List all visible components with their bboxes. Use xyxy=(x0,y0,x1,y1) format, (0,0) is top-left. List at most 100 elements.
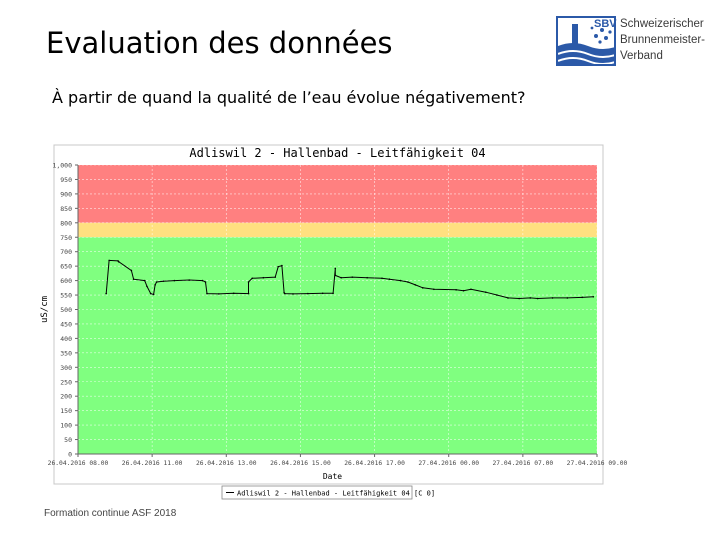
data-point xyxy=(277,265,279,268)
data-point xyxy=(399,279,402,282)
chart-title: Adliswil 2 - Hallenbad - Leitfähigkeit 0… xyxy=(189,146,485,160)
x-tick-label: 27.04.2016 09.00 xyxy=(567,460,628,467)
data-point xyxy=(507,297,509,299)
legend-box xyxy=(221,485,413,500)
y-axis-label: uS/cm xyxy=(40,296,50,323)
y-tick-label: 500 xyxy=(60,306,72,314)
y-tick-label: 400 xyxy=(60,335,72,343)
x-tick-label: 26.04.2016 13.00 xyxy=(196,460,257,467)
x-tick-label: 26.04.2016 08.00 xyxy=(48,460,109,467)
y-tick-label: 600 xyxy=(60,277,72,285)
x-axis-label: Date xyxy=(323,472,342,481)
y-tick-label: 550 xyxy=(60,292,72,300)
data-point xyxy=(332,292,334,295)
data-point xyxy=(334,267,337,270)
data-point xyxy=(117,261,120,263)
data-point xyxy=(518,297,520,300)
data-point xyxy=(470,288,472,291)
data-point xyxy=(143,279,146,282)
data-point xyxy=(284,292,286,295)
y-tick-label: 300 xyxy=(60,364,72,372)
data-point xyxy=(388,278,391,280)
data-point xyxy=(462,289,465,292)
data-point xyxy=(154,284,156,286)
data-point xyxy=(247,281,250,283)
data-point xyxy=(155,281,158,283)
y-tick-label: 950 xyxy=(60,176,72,184)
data-point xyxy=(108,259,110,262)
slide-subtitle: À partir de quand la qualité de l’eau év… xyxy=(52,88,526,107)
logo-line: Verband xyxy=(620,50,663,62)
data-point xyxy=(152,293,155,296)
y-tick-label: 1,000 xyxy=(52,162,72,170)
data-point xyxy=(173,279,176,282)
y-tick-label: 850 xyxy=(60,205,72,213)
data-point xyxy=(204,281,207,283)
y-tick-label: 100 xyxy=(60,422,72,430)
data-point xyxy=(307,292,309,295)
y-tick-label: 450 xyxy=(60,320,72,328)
data-point xyxy=(407,281,409,283)
data-point xyxy=(433,288,435,291)
data-point xyxy=(351,276,354,278)
data-point xyxy=(188,279,191,281)
data-point xyxy=(366,276,368,279)
data-point xyxy=(414,284,417,286)
x-tick-label: 27.04.2016 00.00 xyxy=(418,460,479,467)
data-point xyxy=(132,278,135,280)
y-tick-label: 350 xyxy=(60,349,72,357)
sbv-logo: SBV Schweizerischer Brunnenmeister- Verb… xyxy=(556,16,706,68)
y-tick-label: 150 xyxy=(60,407,72,415)
data-point xyxy=(292,293,294,295)
data-point xyxy=(130,269,133,272)
data-point xyxy=(529,297,532,299)
data-point xyxy=(274,276,277,278)
logo-line: Brunnenmeister- xyxy=(620,34,706,46)
slide-title: Evaluation des données xyxy=(46,26,393,60)
y-tick-label: 650 xyxy=(60,263,72,271)
logo-line: Schweizerischer xyxy=(620,18,704,30)
data-point xyxy=(455,289,457,291)
data-point xyxy=(566,297,569,299)
y-tick-label: 700 xyxy=(60,248,72,256)
x-tick-label: 26.04.2016 15.00 xyxy=(270,460,331,467)
x-tick-label: 27.04.2016 07.00 xyxy=(493,460,554,467)
data-point xyxy=(232,292,235,295)
x-tick-label: 26.04.2016 17.00 xyxy=(344,460,405,467)
y-tick-label: 0 xyxy=(68,451,72,459)
data-point xyxy=(340,276,343,279)
y-tick-label: 800 xyxy=(60,219,72,227)
logo-wordmark: Schweizerischer Brunnenmeister- Verband xyxy=(620,16,705,64)
data-point xyxy=(218,293,220,295)
slide-footer: Formation continue ASF 2018 xyxy=(44,508,177,519)
data-point xyxy=(251,277,254,280)
data-point xyxy=(421,287,424,289)
y-tick-label: 900 xyxy=(60,190,72,198)
data-point xyxy=(162,280,165,282)
data-point xyxy=(496,294,498,296)
data-point xyxy=(206,292,208,295)
data-point xyxy=(381,277,383,280)
data-point xyxy=(262,276,265,279)
threshold-band xyxy=(78,237,597,454)
data-point xyxy=(201,279,204,282)
logo-abbreviation: SBV xyxy=(594,18,617,30)
water-drops-logo-icon xyxy=(556,16,616,66)
data-point xyxy=(581,296,583,299)
data-point xyxy=(334,274,337,277)
x-tick-label: 26.04.2016 11.00 xyxy=(122,460,183,467)
data-point xyxy=(551,297,554,299)
data-point xyxy=(536,297,539,300)
threshold-band xyxy=(78,222,597,238)
y-tick-label: 250 xyxy=(60,378,72,386)
data-point xyxy=(105,292,107,295)
data-point xyxy=(247,292,250,295)
data-point xyxy=(149,292,152,295)
y-tick-label: 50 xyxy=(64,436,72,444)
data-point xyxy=(321,292,324,295)
y-tick-label: 200 xyxy=(60,393,72,401)
data-point xyxy=(592,295,595,298)
y-tick-label: 750 xyxy=(60,234,72,242)
data-point xyxy=(281,264,283,267)
